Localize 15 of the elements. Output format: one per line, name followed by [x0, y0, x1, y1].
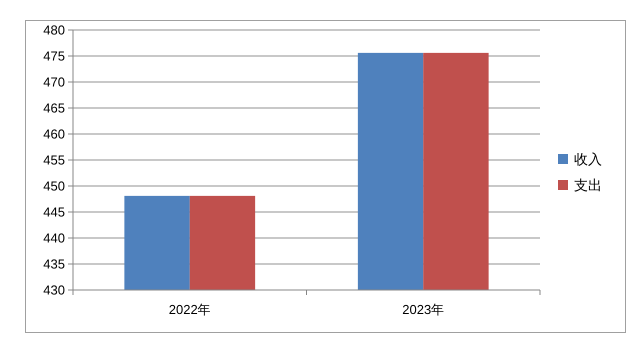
legend-label: 收入 — [574, 151, 602, 167]
y-tick-label: 475 — [43, 48, 65, 64]
y-tick-label: 430 — [43, 282, 65, 298]
y-tick-label: 435 — [43, 256, 65, 272]
y-tick-label: 440 — [43, 230, 65, 246]
y-tick-label: 480 — [43, 22, 65, 38]
y-tick-label: 445 — [43, 204, 65, 220]
y-tick-label: 470 — [43, 74, 65, 90]
x-tick-label: 2022年 — [168, 302, 211, 317]
y-tick-label: 460 — [43, 126, 65, 142]
legend-label: 支出 — [574, 177, 602, 193]
y-tick-label: 465 — [43, 100, 65, 116]
y-tick-label: 455 — [43, 152, 65, 168]
y-tick-label: 450 — [43, 178, 65, 194]
x-tick-label: 2023年 — [402, 302, 444, 317]
